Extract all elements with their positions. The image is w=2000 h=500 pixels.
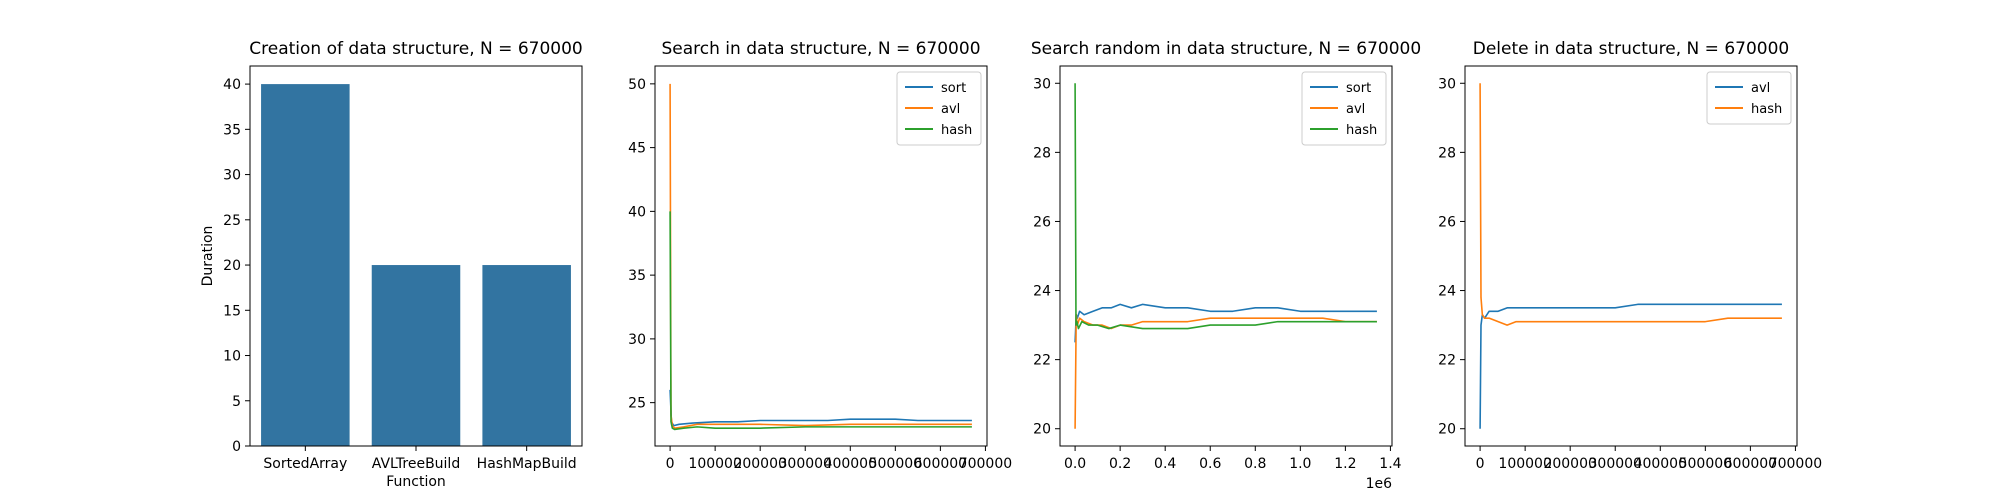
chart-title: Search random in data structure, N = 670… <box>1031 39 1421 59</box>
y-tick-label: 20 <box>1033 422 1051 438</box>
x-axis-label: Function <box>386 474 446 490</box>
series-line-avl <box>1479 303 1782 429</box>
series-line-hash <box>1074 83 1377 330</box>
legend-box <box>896 71 982 146</box>
legend-label-sort: sort <box>941 81 966 96</box>
y-tick-label: 30 <box>1438 76 1456 92</box>
bar-HashMapBuild <box>482 265 571 446</box>
bar-SortedArray <box>261 84 350 446</box>
legend-label-hash: hash <box>941 123 972 138</box>
x-tick-label: 400000 <box>1634 456 1687 472</box>
series-line-avl <box>1074 313 1377 429</box>
y-tick-label: 30 <box>1033 76 1051 92</box>
plot-frame <box>1464 65 1798 447</box>
x-tick-label: SortedArray <box>263 456 347 472</box>
x-tick-label: 500000 <box>1679 456 1732 472</box>
y-tick-label: 10 <box>223 349 241 365</box>
x-tick-label: 0.0 <box>1064 456 1086 472</box>
x-tick-label: 700000 <box>1769 456 1822 472</box>
y-tick-label: 25 <box>223 213 241 229</box>
y-tick-label: 24 <box>1033 284 1051 300</box>
legend-box <box>1301 71 1387 146</box>
y-axis-label: Duration <box>200 226 216 287</box>
x-tick-label: 1.2 <box>1334 456 1356 472</box>
x-tick-label: HashMapBuild <box>477 456 577 472</box>
y-tick-label: 0 <box>232 439 241 455</box>
y-tick-label: 20 <box>223 258 241 274</box>
plot-frame <box>249 65 583 447</box>
bar-AVLTreeBuild <box>371 265 461 446</box>
x-tick-label: 600000 <box>914 456 967 472</box>
chart-4: Delete in data structure, N = 670000 0 100… <box>1438 39 1822 472</box>
y-tick-label: 28 <box>1033 145 1051 161</box>
y-tick-label: 22 <box>1033 353 1051 369</box>
series-line-hash <box>1479 83 1782 326</box>
y-tick-label: 45 <box>628 141 646 157</box>
y-tick-label: 5 <box>232 394 241 410</box>
x-axis-multiplier: 1e6 <box>1366 476 1393 492</box>
x-tick-label: 600000 <box>1724 456 1777 472</box>
y-tick-label: 22 <box>1438 353 1456 369</box>
chart-1: Creation of data structure, N = 670000 So… <box>200 39 583 490</box>
x-tick-label: 100000 <box>688 456 741 472</box>
y-tick-label: 25 <box>628 396 646 412</box>
y-tick-label: 26 <box>1438 214 1456 230</box>
y-tick-label: 35 <box>628 268 646 284</box>
x-tick-label: 100000 <box>1498 456 1551 472</box>
x-tick-label: 500000 <box>869 456 922 472</box>
y-tick-label: 30 <box>223 168 241 184</box>
x-tick-label: 0.2 <box>1109 456 1131 472</box>
legend-box <box>1706 71 1792 125</box>
legend-label-sort: sort <box>1346 81 1371 96</box>
plot-frame <box>1059 65 1393 447</box>
chart-title: Search in data structure, N = 670000 <box>661 39 980 59</box>
y-tick-label: 26 <box>1033 214 1051 230</box>
chart-2: Search in data structure, N = 670000 0 100… <box>628 39 1012 472</box>
x-tick-label: AVLTreeBuild <box>372 456 460 472</box>
x-tick-label: 1.4 <box>1379 456 1401 472</box>
legend-label-avl: avl <box>941 102 960 117</box>
chart-title: Delete in data structure, N = 670000 <box>1473 39 1789 59</box>
chart-3: Search random in data structure, N = 670… <box>1031 39 1421 492</box>
x-tick-label: 0.4 <box>1154 456 1176 472</box>
y-tick-label: 15 <box>223 303 241 319</box>
y-tick-label: 28 <box>1438 145 1456 161</box>
y-tick-label: 40 <box>628 204 646 220</box>
x-tick-label: 300000 <box>1589 456 1642 472</box>
x-tick-label: 0.8 <box>1244 456 1266 472</box>
plot-frame <box>654 65 988 447</box>
y-tick-label: 24 <box>1438 284 1456 300</box>
x-tick-label: 1.0 <box>1289 456 1311 472</box>
legend-label-avl: avl <box>1346 102 1365 117</box>
legend-label-hash: hash <box>1346 123 1377 138</box>
x-tick-label: 0 <box>666 456 675 472</box>
x-tick-label: 0.6 <box>1199 456 1221 472</box>
y-tick-label: 40 <box>223 77 241 93</box>
x-tick-label: 200000 <box>1543 456 1596 472</box>
x-tick-label: 300000 <box>779 456 832 472</box>
y-tick-label: 30 <box>628 332 646 348</box>
y-tick-label: 20 <box>1438 422 1456 438</box>
legend-label-hash: hash <box>1751 102 1782 117</box>
x-tick-label: 400000 <box>824 456 877 472</box>
series-line-hash <box>669 211 972 431</box>
series-line-sort <box>669 389 972 427</box>
chart-title: Creation of data structure, N = 670000 <box>249 39 582 59</box>
y-tick-label: 35 <box>223 122 241 138</box>
x-tick-label: 0 <box>1476 456 1485 472</box>
legend-label-avl: avl <box>1751 81 1770 96</box>
x-tick-label: 200000 <box>733 456 786 472</box>
series-line-sort <box>1074 303 1377 343</box>
y-tick-label: 50 <box>628 77 646 93</box>
x-tick-label: 700000 <box>959 456 1012 472</box>
